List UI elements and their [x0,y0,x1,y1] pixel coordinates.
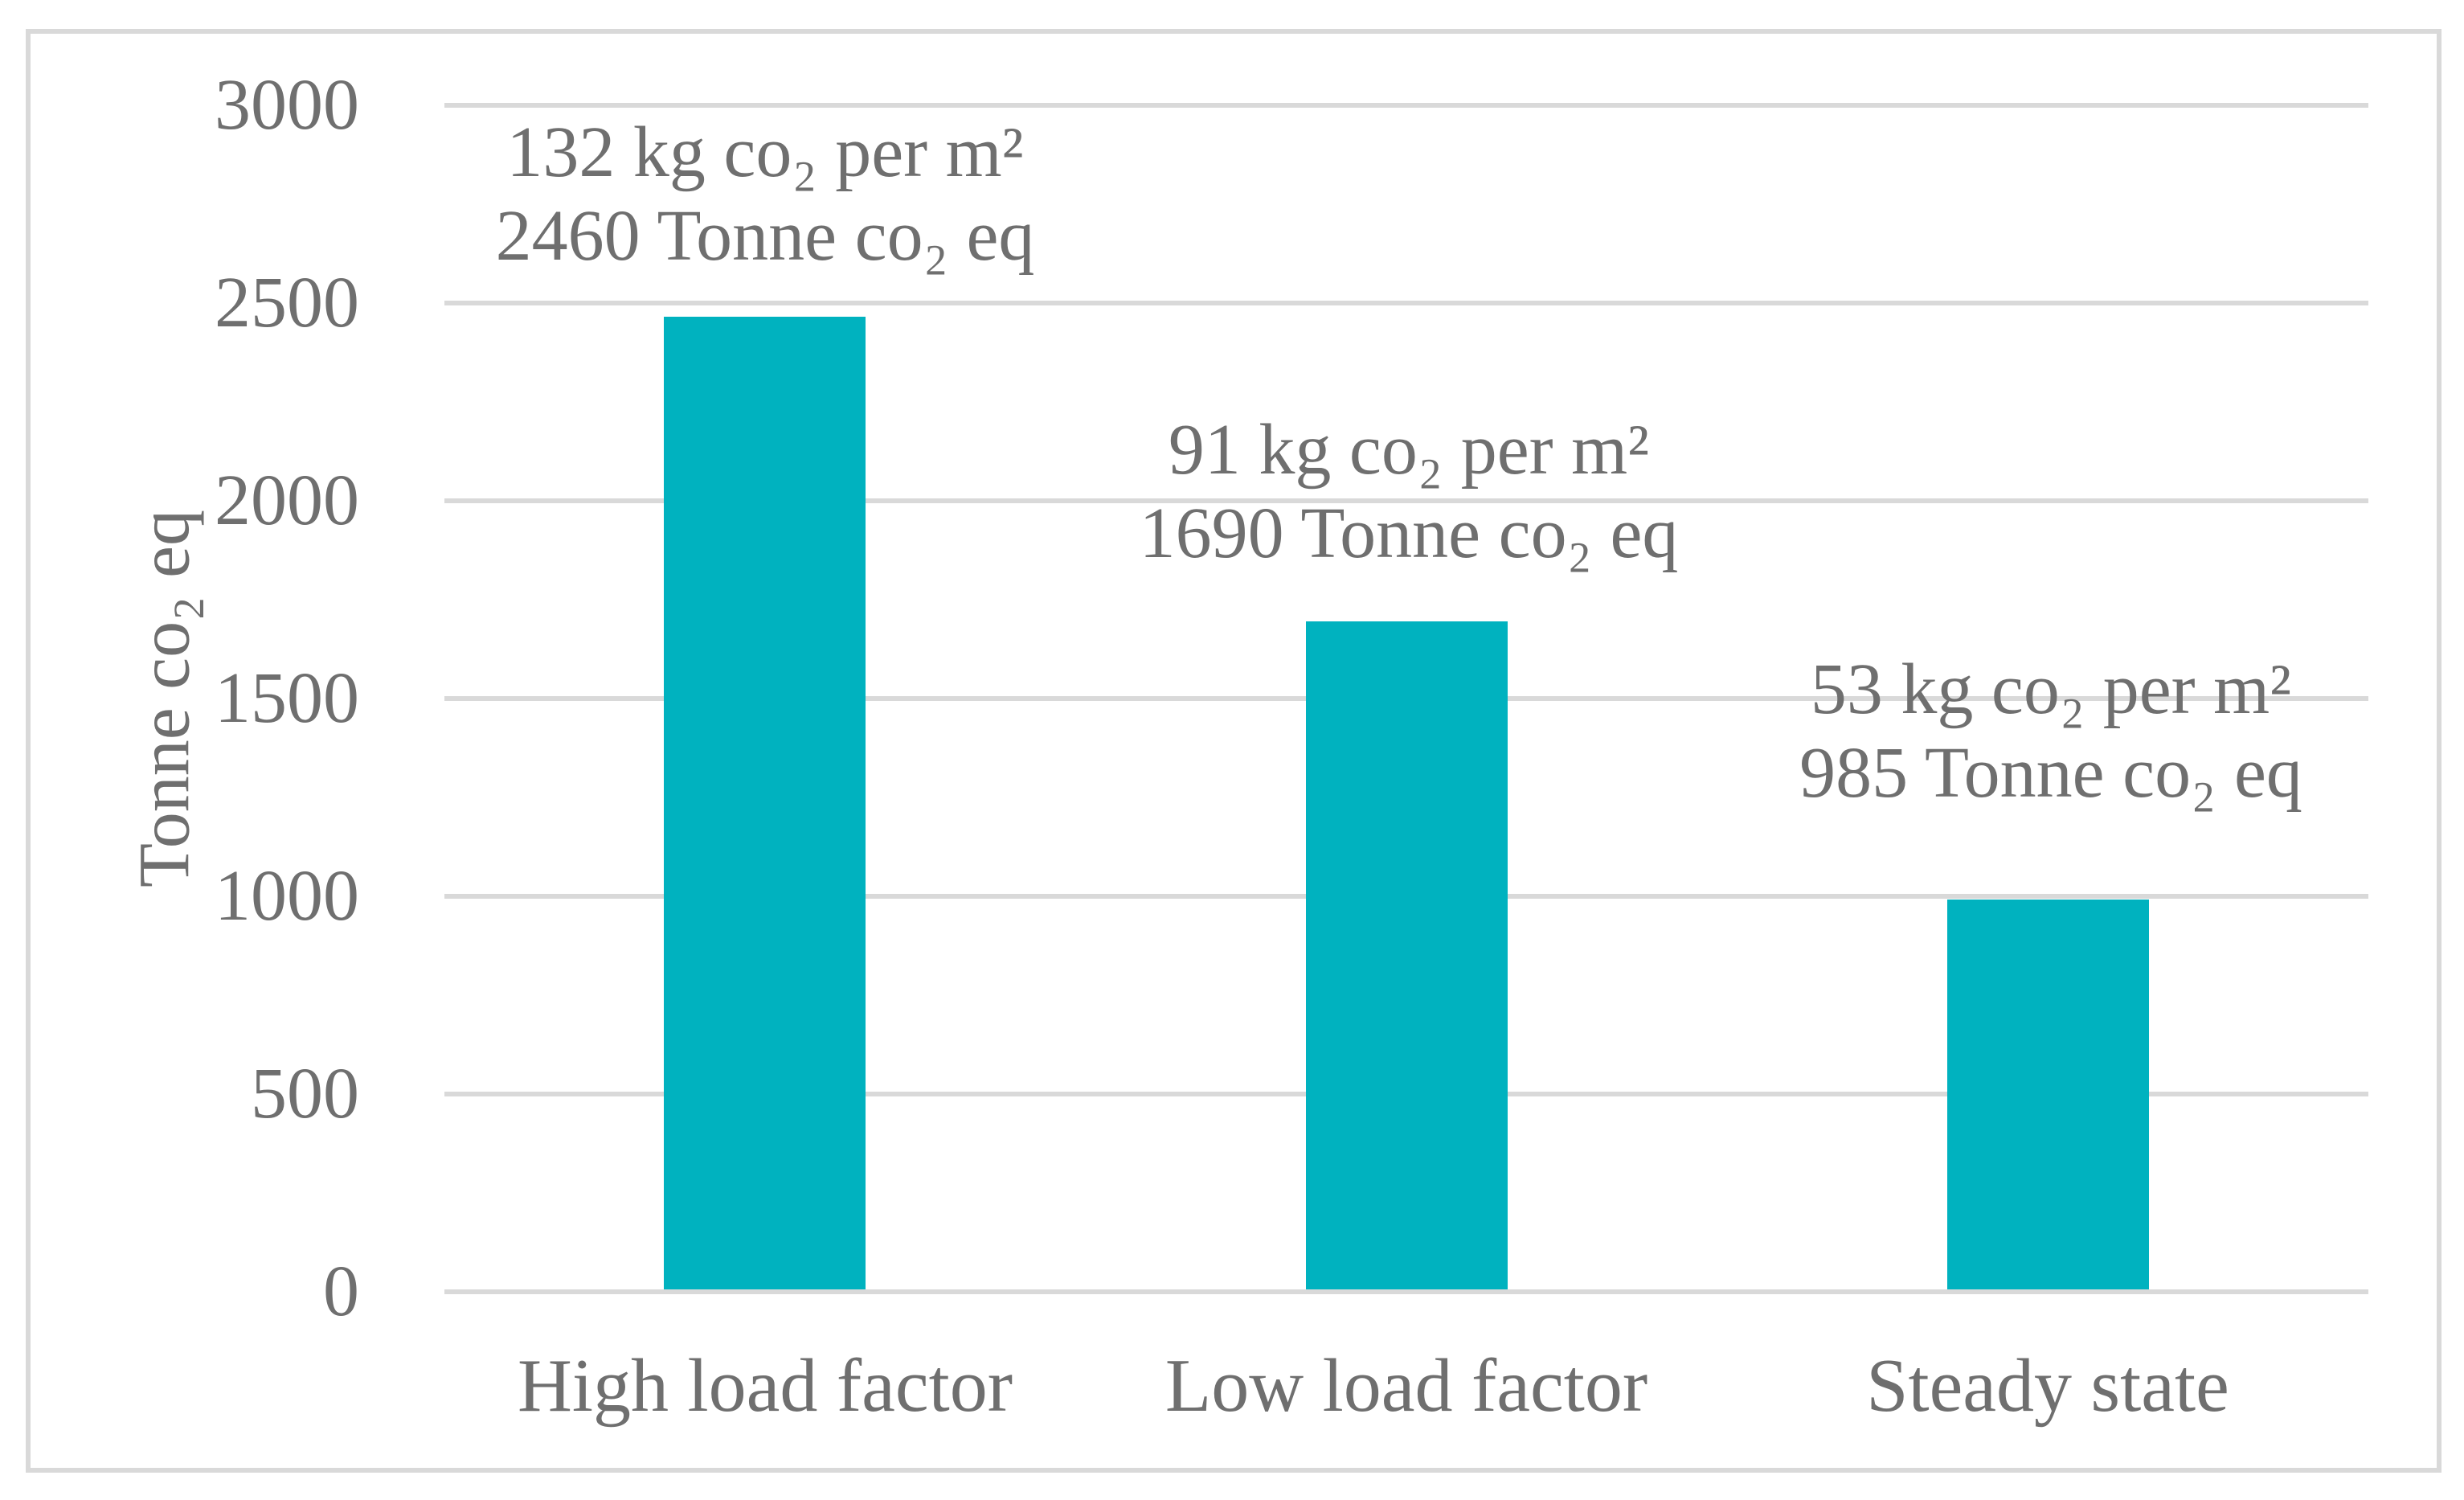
bar-low-load-factor [1306,621,1508,1289]
x-label-low-load-factor: Low load factor [1164,1344,1648,1428]
x-label-high-load-factor: High load factor [517,1344,1013,1428]
y-tick-1000: 1000 [215,856,359,936]
annotation-line-tonne: 2460 Tonne co₂ eq [495,196,1035,276]
annotation-high-load-factor: 132 kg co₂ per m² 2460 Tonne co₂ eq [496,111,1035,278]
annotation-steady-state: 53 kg co₂ per m² 985 Tonne co₂ eq [1799,648,2302,815]
y-tick-2500: 2500 [215,263,359,342]
annotation-line-tonne: 1690 Tonne co₂ eq [1139,494,1679,573]
bar-high-load-factor [664,316,866,1289]
gridline-2500 [444,301,2368,305]
annotation-line-kg: 91 kg co₂ per m² [1168,410,1650,490]
x-label-steady-state: Steady state [1866,1344,2229,1428]
y-tick-0: 0 [323,1252,359,1331]
plot-area [444,103,2368,1294]
chart-frame [26,29,2441,1473]
annotation-line-kg: 53 kg co₂ per m² [1810,650,2292,729]
y-tick-500: 500 [251,1054,359,1133]
annotation-line-kg: 132 kg co₂ per m² [506,113,1024,192]
y-tick-3000: 3000 [215,65,359,145]
y-tick-1500: 1500 [215,658,359,738]
y-tick-2000: 2000 [215,461,359,540]
annotation-low-load-factor: 91 kg co₂ per m² 1690 Tonne co₂ eq [1140,408,1679,576]
gridline-3000 [444,103,2368,108]
gridline-2000 [444,498,2368,503]
bar-steady-state [1947,900,2149,1289]
annotation-line-tonne: 985 Tonne co₂ eq [1799,733,2302,813]
gridline-0-axis [444,1289,2368,1294]
